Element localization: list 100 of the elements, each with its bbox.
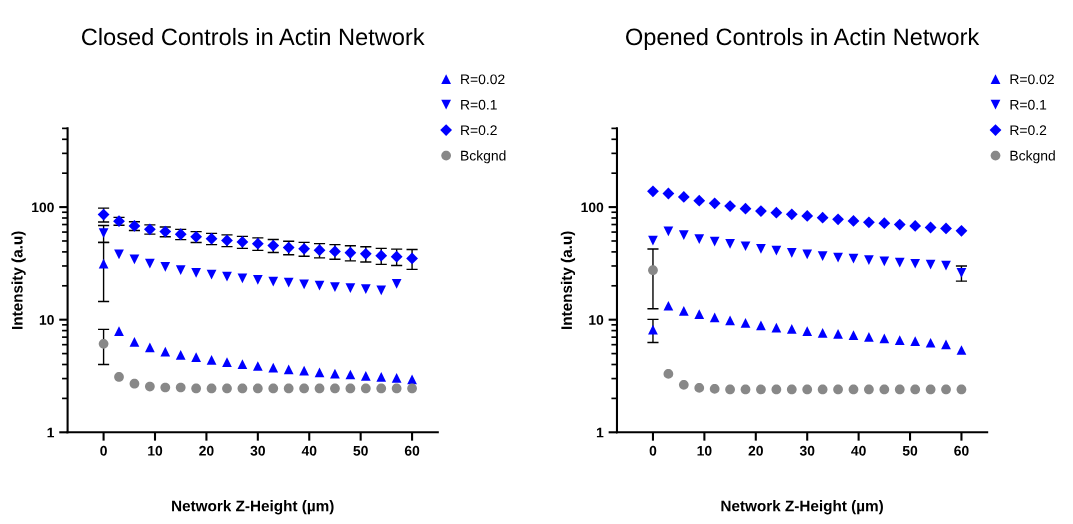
legend-label: R=0.2	[1010, 125, 1047, 136]
point	[360, 383, 371, 394]
point	[283, 383, 294, 394]
point	[206, 269, 217, 280]
y-axis-title: Intensity (a.u)	[560, 231, 576, 329]
point	[864, 255, 874, 265]
point	[785, 208, 798, 221]
point	[725, 239, 735, 249]
point	[129, 378, 140, 389]
point	[114, 326, 124, 337]
point	[391, 383, 402, 394]
point	[910, 258, 921, 269]
point	[786, 384, 797, 395]
x-tick-label: 60	[954, 445, 969, 456]
point	[252, 383, 263, 394]
point	[817, 328, 828, 338]
x-tick-label: 50	[902, 445, 918, 456]
chart-title: Opened Controls in Actin Network	[626, 27, 980, 50]
point	[756, 320, 766, 331]
point	[893, 218, 906, 231]
point	[345, 283, 356, 293]
point	[206, 383, 217, 394]
x-tick-label: 30	[250, 445, 265, 456]
x-tick-label: 40	[851, 445, 866, 456]
x-tick-label: 60	[404, 445, 420, 456]
point	[175, 382, 186, 393]
point	[663, 300, 674, 311]
point	[314, 383, 325, 394]
x-tick-label: 0	[649, 445, 657, 456]
x-tick-label: 20	[748, 445, 763, 456]
y-tick-label: 1	[47, 427, 55, 438]
point	[391, 372, 402, 383]
point	[879, 333, 890, 344]
point	[299, 383, 309, 394]
point	[755, 205, 767, 217]
x-axis-title: Network Z-Height (µm)	[721, 500, 883, 515]
point	[894, 257, 905, 268]
point	[677, 191, 690, 203]
point	[833, 384, 843, 395]
x-tick-label: 30	[799, 445, 815, 456]
point	[832, 213, 844, 226]
point	[709, 384, 720, 394]
point	[648, 235, 658, 246]
point	[770, 206, 783, 219]
point	[708, 197, 721, 210]
point	[786, 248, 797, 258]
point	[160, 261, 171, 272]
point	[833, 328, 843, 339]
point	[725, 315, 735, 326]
x-tick-label: 50	[353, 445, 368, 456]
point	[145, 258, 155, 269]
point	[956, 384, 967, 395]
point	[817, 251, 828, 261]
point	[694, 309, 705, 320]
point	[709, 312, 720, 323]
point	[129, 337, 140, 347]
point	[160, 382, 171, 393]
point	[376, 371, 387, 382]
point	[299, 279, 309, 290]
x-tick-label: 10	[697, 445, 712, 456]
point	[406, 252, 418, 265]
x-tick-label: 40	[301, 445, 317, 456]
x-tick-label: 0	[100, 445, 107, 456]
point	[709, 236, 720, 247]
legend-label: R=0.1	[1010, 99, 1047, 110]
point	[160, 346, 171, 357]
point	[98, 228, 109, 239]
point	[648, 265, 658, 276]
point	[693, 194, 706, 207]
point	[941, 339, 951, 350]
point	[847, 215, 860, 227]
point	[375, 249, 388, 262]
x-tick-label: 20	[199, 445, 214, 456]
point	[206, 354, 217, 365]
point	[330, 383, 340, 394]
point	[268, 276, 279, 287]
y-tick-label: 10	[39, 315, 54, 325]
point	[909, 219, 922, 232]
point	[894, 384, 905, 395]
point	[816, 211, 829, 224]
point	[694, 234, 705, 244]
point	[252, 274, 263, 285]
point	[879, 384, 890, 395]
point	[391, 279, 402, 289]
point	[740, 318, 751, 328]
legend-label: R=0.02	[1010, 74, 1054, 85]
point	[663, 226, 674, 237]
point	[740, 241, 751, 252]
point	[941, 384, 951, 395]
point	[345, 383, 356, 394]
point	[678, 379, 689, 390]
point	[724, 200, 736, 213]
point	[222, 271, 232, 282]
point	[268, 362, 279, 373]
point	[725, 384, 735, 395]
point	[848, 330, 859, 341]
point	[864, 384, 874, 395]
chart-title: Closed Controls in Actin Network	[81, 27, 425, 46]
point	[863, 216, 875, 229]
point	[175, 350, 186, 360]
